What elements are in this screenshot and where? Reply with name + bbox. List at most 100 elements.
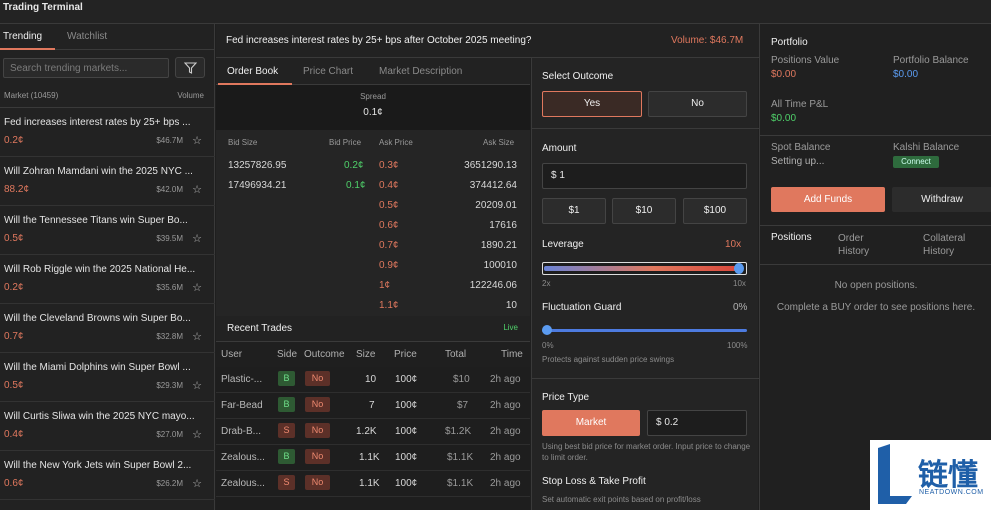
quick-amount-10-button[interactable]: $10 xyxy=(612,198,676,224)
trade-row: Drab-B... S No 1.2K 100¢ $1.2K 2h ago xyxy=(216,419,530,445)
add-funds-button[interactable]: Add Funds xyxy=(771,187,885,212)
guard-thumb[interactable] xyxy=(542,325,552,335)
ask-size: 20209.01 xyxy=(475,200,517,211)
filter-button[interactable] xyxy=(175,57,205,78)
trade-time: 2h ago xyxy=(490,400,521,411)
side-badge: B xyxy=(278,449,295,464)
leverage-slider[interactable] xyxy=(542,262,747,275)
trade-total: $1.2K xyxy=(445,426,472,437)
trade-total: $10 xyxy=(453,374,470,385)
market-question: Will the Tennessee Titans win Super Bo..… xyxy=(4,215,188,226)
star-icon[interactable]: ☆ xyxy=(192,331,202,343)
star-icon[interactable]: ☆ xyxy=(192,282,202,294)
order-book-row[interactable]: 0.6¢ 17616 xyxy=(216,217,530,237)
kalshi-balance-label: Kalshi Balance xyxy=(893,142,960,153)
market-volume-total: Volume: $46.7M xyxy=(671,35,744,46)
trade-size: 1.2K xyxy=(356,426,377,437)
ask-price: 0.9¢ xyxy=(379,260,399,271)
market-order-button[interactable]: Market xyxy=(542,410,640,436)
quick-amount-100-button[interactable]: $100 xyxy=(683,198,747,224)
ask-price: 0.3¢ xyxy=(379,160,399,171)
leverage-min: 2x xyxy=(542,279,551,288)
market-row[interactable]: Fed increases interest rates by 25+ bps … xyxy=(0,108,215,157)
trade-price: 100¢ xyxy=(395,426,418,437)
search-input[interactable]: Search trending markets... xyxy=(3,58,169,78)
order-book-row[interactable]: 0.7¢ 1890.21 xyxy=(216,237,530,257)
ask-price: 1¢ xyxy=(379,280,391,291)
market-row[interactable]: Will the Tennessee Titans win Super Bo..… xyxy=(0,206,215,255)
order-book-row[interactable]: 17496934.21 0.1¢ 0.4¢ 374412.64 xyxy=(216,177,530,197)
trade-row: Zealous... S No 1.1K 100¢ $1.1K 2h ago xyxy=(216,471,530,497)
market-volume: $46.7M xyxy=(156,136,183,145)
market-price: 0.7¢ xyxy=(4,331,24,342)
portfolio-balance: $0.00 xyxy=(893,69,919,80)
order-book-row[interactable]: 1¢ 122246.06 xyxy=(216,277,530,297)
quick-amount-1-button[interactable]: $1 xyxy=(542,198,606,224)
leverage-thumb[interactable] xyxy=(734,263,744,274)
order-book-row[interactable]: 0.5¢ 20209.01 xyxy=(216,197,530,217)
market-question: Will Rob Riggle win the 2025 National He… xyxy=(4,264,196,275)
trade-user: Plastic-... xyxy=(221,374,263,385)
star-icon[interactable]: ☆ xyxy=(192,478,202,490)
order-book-row[interactable]: 1.1¢ 10 xyxy=(216,297,530,317)
trade-time: 2h ago xyxy=(490,478,521,489)
yes-button[interactable]: Yes xyxy=(542,91,642,117)
no-button[interactable]: No xyxy=(648,91,747,117)
side-badge: B xyxy=(278,397,295,412)
market-row[interactable]: Will the Miami Dolphins win Super Bowl .… xyxy=(0,353,215,402)
tab-positions[interactable]: Positions xyxy=(771,232,812,243)
tab-order-history[interactable]: Order History xyxy=(838,233,870,257)
market-volume: $35.6M xyxy=(156,283,183,292)
limit-price-input[interactable]: $ 0.2 xyxy=(647,410,747,436)
divider xyxy=(532,378,759,379)
order-panel: Select Outcome Yes No Amount $ 1 $1 $10 … xyxy=(531,58,759,510)
star-icon[interactable]: ☆ xyxy=(192,380,202,392)
logo-text: 链懂 xyxy=(918,458,978,493)
trade-row: Plastic-... B No 10 100¢ $10 2h ago xyxy=(216,367,530,393)
portfolio-balance-label: Portfolio Balance xyxy=(893,55,969,66)
order-book-row[interactable]: 13257826.95 0.2¢ 0.3¢ 3651290.13 xyxy=(216,157,530,177)
stop-loss-label: Stop Loss & Take Profit xyxy=(542,476,646,487)
trade-user: Far-Bead xyxy=(221,400,263,411)
outcome-badge: No xyxy=(305,423,330,438)
withdraw-button[interactable]: Withdraw xyxy=(892,187,991,212)
star-icon[interactable]: ☆ xyxy=(192,233,202,245)
market-question: Will Zohran Mamdani win the 2025 NYC ... xyxy=(4,166,193,177)
tab-order-book[interactable]: Order Book xyxy=(227,66,279,77)
ask-price: 0.5¢ xyxy=(379,200,399,211)
col-price: Price xyxy=(394,349,417,360)
tab-market-description[interactable]: Market Description xyxy=(379,66,463,77)
amount-input[interactable]: $ 1 xyxy=(542,163,747,189)
detail-tabs: Order Book Price Chart Market Descriptio… xyxy=(216,58,530,85)
stop-loss-note: Set automatic exit points based on profi… xyxy=(542,495,701,504)
portfolio-panel: Portfolio Positions Value $0.00 Portfoli… xyxy=(759,24,991,510)
trade-time: 2h ago xyxy=(490,452,521,463)
neatdown-logo: 链懂 NEATDOWN.COM xyxy=(870,440,991,510)
trade-size: 7 xyxy=(369,400,375,411)
guard-note: Protects against sudden price swings xyxy=(542,355,675,364)
tab-trending[interactable]: Trending xyxy=(3,31,43,42)
market-row[interactable]: Will Rob Riggle win the 2025 National He… xyxy=(0,255,215,304)
price-type-label: Price Type xyxy=(542,392,590,403)
market-row[interactable]: Will the Cleveland Browns win Super Bo..… xyxy=(0,304,215,353)
spread-value: 0.1¢ xyxy=(363,107,383,118)
live-indicator: Live xyxy=(503,323,518,332)
trade-time: 2h ago xyxy=(490,374,521,385)
order-book-row[interactable]: 0.9¢ 100010 xyxy=(216,257,530,277)
ask-size: 3651290.13 xyxy=(464,160,517,171)
market-row[interactable]: Will Zohran Mamdani win the 2025 NYC ...… xyxy=(0,157,215,206)
star-icon[interactable]: ☆ xyxy=(192,429,202,441)
side-badge: S xyxy=(278,475,295,490)
bid-size-header: Bid Size xyxy=(228,138,258,147)
connect-button[interactable]: Connect xyxy=(893,156,939,168)
market-row[interactable]: Will Curtis Sliwa win the 2025 NYC mayo.… xyxy=(0,402,215,451)
star-icon[interactable]: ☆ xyxy=(192,184,202,196)
col-outcome: Outcome xyxy=(304,349,345,360)
tab-watchlist[interactable]: Watchlist xyxy=(67,31,108,42)
market-row[interactable]: Will the New York Jets win Super Bowl 2.… xyxy=(0,451,215,500)
star-icon[interactable]: ☆ xyxy=(192,135,202,147)
fluctuation-guard-slider[interactable] xyxy=(542,325,747,335)
market-detail-panel: Fed increases interest rates by 25+ bps … xyxy=(216,24,759,510)
tab-collateral-history[interactable]: Collateral History xyxy=(923,233,966,257)
tab-price-chart[interactable]: Price Chart xyxy=(303,66,354,77)
